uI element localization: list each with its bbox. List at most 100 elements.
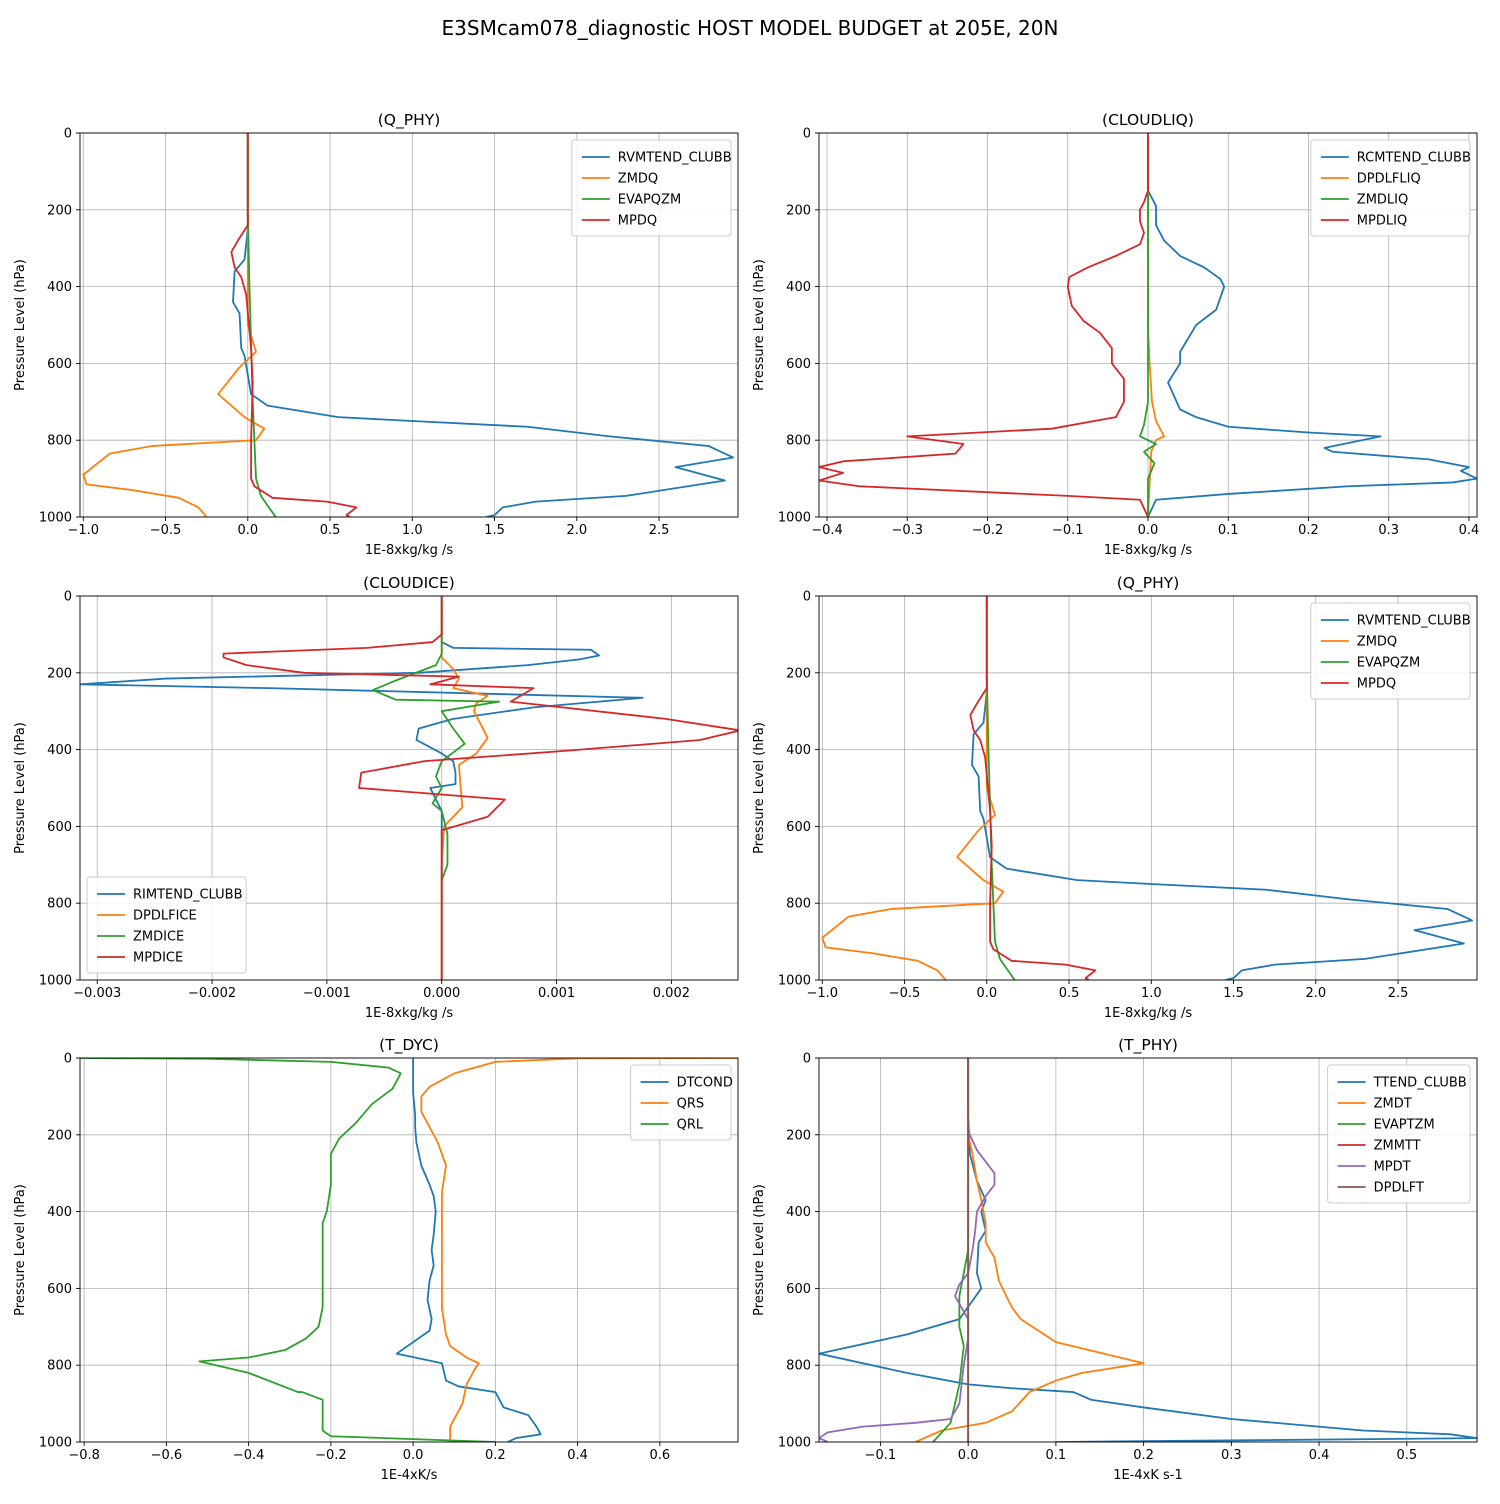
x-axis-label: 1E-4xK s-1 (1113, 1468, 1183, 1483)
x-tick-label: −0.4 (811, 523, 843, 538)
x-tick-label: 0.4 (1459, 523, 1480, 538)
series-group (80, 596, 738, 980)
series-line-evapqzm (246, 133, 277, 517)
y-tick-label: 0 (803, 1052, 811, 1067)
series-line-zmdice (371, 596, 501, 881)
legend-label: MPDQ (1357, 677, 1396, 692)
y-tick-label: 800 (786, 434, 811, 449)
subplot-2: −0.4 −0.3 −0.2 −0.1 0.0 0.1 0.2 0.3 0.4 0 200 400 60… (752, 111, 1479, 558)
x-tick-label: 0.4 (567, 1448, 588, 1463)
y-tick-label: 1000 (778, 511, 811, 526)
y-tick-label: 200 (47, 203, 72, 218)
x-axis-label: 1E-8xkg/kg /s (365, 1006, 454, 1021)
x-tick-label: 2.5 (649, 523, 670, 538)
x-tick-label: −0.2 (972, 523, 1004, 538)
series-line-mpdq (969, 596, 1097, 980)
legend-label: ZMDT (1374, 1097, 1412, 1112)
x-tick-label: 0.002 (653, 986, 690, 1001)
x-tick-label: 0.5 (1059, 986, 1080, 1001)
x-tick-label: −0.3 (891, 523, 923, 538)
series-line-ttend-clubb (819, 1058, 1477, 1442)
x-tick-label: 2.0 (566, 523, 587, 538)
subplot-6: −0.1 0.0 0.1 0.2 0.3 0.4 0.5 0 200 400 600 800 1000 (… (752, 1036, 1478, 1483)
series-group (819, 133, 1477, 517)
x-tick-label: −0.5 (150, 523, 182, 538)
y-tick-label: 400 (786, 280, 811, 295)
axes-frame (79, 132, 739, 518)
y-axis-label: Pressure Level (hPa) (13, 722, 28, 854)
legend-label: ZMDICE (133, 930, 184, 945)
y-tick-label: 400 (47, 280, 72, 295)
x-tick-label: 0.3 (1378, 523, 1399, 538)
y-tick-label: 0 (64, 590, 72, 605)
series-line-evapqzm (985, 596, 1016, 980)
x-tick-label: 1.5 (484, 523, 505, 538)
series-line-dpdlfice (440, 596, 489, 980)
y-tick-label: 1000 (39, 511, 72, 526)
y-axis-label: Pressure Level (hPa) (752, 259, 767, 391)
y-tick-label: 800 (47, 1359, 72, 1374)
legend-label: RVMTEND_CLUBB (1357, 614, 1471, 629)
subplot-1: −1.0 −0.5 0.0 0.5 1.0 1.5 2.0 2.5 0 200 400 600 800 1… (13, 111, 739, 558)
series-line-mpdt (819, 1107, 996, 1442)
y-tick-label: 200 (786, 1128, 811, 1143)
y-tick-label: 1000 (778, 1436, 811, 1451)
y-tick-label: 800 (786, 897, 811, 912)
subplot-title: (Q_PHY) (378, 111, 441, 130)
series-group (82, 133, 734, 517)
x-tick-label: 0.0 (403, 1448, 424, 1463)
subplot-title: (T_PHY) (1118, 1036, 1178, 1055)
series-group (80, 1058, 738, 1442)
subplot-title: (Q_PHY) (1117, 574, 1180, 593)
x-tick-label: 1.0 (402, 523, 423, 538)
series-line-mpdliq (819, 133, 1149, 517)
subplot-3: −0.003 −0.002 −0.001 0.000 0.001 0.002 0 200 400… (13, 574, 739, 1021)
y-tick-label: 200 (47, 1128, 72, 1143)
y-tick-label: 600 (786, 357, 811, 372)
y-tick-label: 800 (47, 434, 72, 449)
subplot-title: (CLOUDICE) (363, 574, 455, 592)
legend-frame (1310, 139, 1471, 237)
x-tick-label: −0.1 (865, 1448, 897, 1463)
x-tick-label: −0.2 (315, 1448, 347, 1463)
x-tick-label: −0.4 (233, 1448, 265, 1463)
x-tick-label: 0.1 (1218, 523, 1239, 538)
y-tick-label: 200 (786, 203, 811, 218)
series-line-dtcond (395, 1058, 542, 1442)
series-line-qrl (80, 1058, 496, 1442)
series-line-zmdt (915, 1058, 1145, 1442)
x-tick-label: −1.0 (807, 986, 839, 1001)
figure-title: E3SMcam078_diagnostic HOST MODEL BUDGET … (441, 16, 1059, 40)
legend-label: MPDT (1374, 1160, 1411, 1175)
x-tick-label: 0.5 (320, 523, 341, 538)
y-tick-label: 0 (803, 127, 811, 142)
legend-frame (571, 139, 732, 237)
x-tick-label: 0.2 (1298, 523, 1319, 538)
y-axis-label: Pressure Level (hPa) (13, 259, 28, 391)
legend-label: EVAPQZM (1357, 656, 1420, 671)
y-tick-label: 800 (47, 897, 72, 912)
axes-frame (79, 595, 739, 981)
legend: RIMTEND_CLUBB DPDLFICE ZMDICE MPDICE (86, 876, 247, 974)
series-line-evaptzm (932, 1058, 970, 1442)
legend-frame (86, 876, 247, 974)
y-tick-label: 600 (47, 357, 72, 372)
x-tick-label: −0.8 (68, 1448, 100, 1463)
series-group (819, 1058, 1477, 1442)
x-tick-label: 0.0 (1138, 523, 1159, 538)
y-tick-label: 1000 (778, 974, 811, 989)
legend-label: EVAPQZM (618, 193, 681, 208)
x-tick-label: 0.000 (423, 986, 460, 1001)
y-tick-label: 400 (47, 1205, 72, 1220)
y-tick-label: 800 (786, 1359, 811, 1374)
x-axis-label: 1E-4xK/s (381, 1468, 438, 1483)
x-axis-label: 1E-8xkg/kg /s (1104, 543, 1193, 558)
x-tick-label: 0.6 (650, 1448, 671, 1463)
subplot-title: (T_DYC) (379, 1036, 439, 1055)
legend-label: DPDLFLIQ (1357, 172, 1421, 187)
y-tick-label: 600 (47, 1282, 72, 1297)
x-tick-label: 0.0 (237, 523, 258, 538)
x-tick-label: 0.2 (485, 1448, 506, 1463)
legend-label: ZMMTT (1374, 1139, 1421, 1154)
